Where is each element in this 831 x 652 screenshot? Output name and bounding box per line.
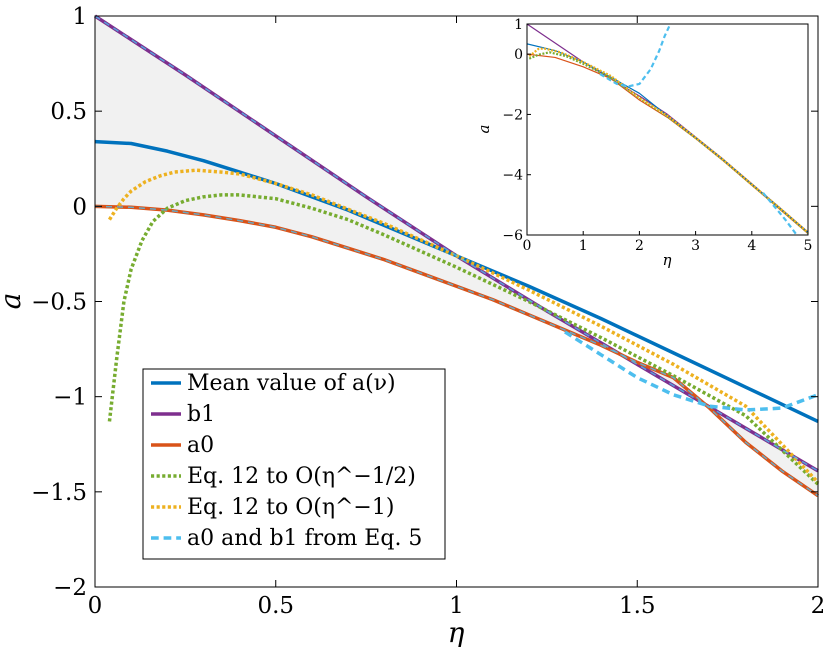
inset-frame bbox=[526, 23, 809, 236]
inset-y-axis-title: a bbox=[475, 125, 493, 134]
x-tick-label: 1.5 bbox=[619, 593, 656, 619]
legend-label: b1 bbox=[187, 402, 215, 427]
y-axis-title: a bbox=[0, 293, 27, 310]
legend-label: a0 and b1 from Eq. 5 bbox=[187, 526, 422, 551]
series-line-eq5 bbox=[564, 330, 819, 412]
inset-x-tick-label: 3 bbox=[691, 238, 700, 254]
y-tick-label: 0.5 bbox=[50, 99, 87, 125]
inset-x-tick-label: 1 bbox=[579, 238, 588, 254]
inset-y-tick-label: −6 bbox=[502, 228, 523, 244]
inset-chart: 0 1 2 3 4 5 0 −2 −4 −6 1 η a bbox=[475, 17, 812, 269]
inset-y-tick-label: 1 bbox=[514, 17, 523, 33]
series-line-eq12_one bbox=[107, 168, 820, 484]
series-line-mean bbox=[94, 139, 819, 423]
y-tick-label: 0 bbox=[72, 194, 87, 220]
legend-label: a0 bbox=[187, 433, 214, 458]
inset-y-tick-label: −2 bbox=[502, 107, 523, 123]
inset-series-line-a0 bbox=[527, 53, 808, 234]
inset-y-tick-label: 0 bbox=[514, 47, 523, 63]
x-tick-label: 1 bbox=[449, 593, 464, 619]
inset-series-group bbox=[527, 24, 808, 235]
inset-x-tick-label: 4 bbox=[747, 238, 756, 254]
x-axis-title: η bbox=[448, 616, 465, 647]
legend-box bbox=[142, 368, 446, 560]
y-tick-label: 1 bbox=[72, 4, 87, 30]
legend-label: Eq. 12 to O(η^−1) bbox=[187, 495, 394, 520]
x-tick-label: 0 bbox=[88, 593, 103, 619]
x-tick-label: 0.5 bbox=[257, 593, 294, 619]
series-overlay-b1 bbox=[94, 15, 819, 472]
x-tick-label: 2 bbox=[811, 593, 826, 619]
inset-series-line-eq12_one bbox=[528, 47, 808, 234]
y-tick-label: −0.5 bbox=[31, 290, 87, 316]
series-overlay-a0 bbox=[94, 205, 819, 497]
y-tick-label: −1 bbox=[53, 385, 87, 411]
series-line-eq12_half bbox=[107, 193, 820, 486]
inset-x-tick-label: 2 bbox=[635, 238, 644, 254]
inset-x-tick-label: 5 bbox=[804, 238, 813, 254]
inset-y-tick-label: −4 bbox=[502, 168, 523, 184]
inset-series-line-eq5_low bbox=[762, 192, 798, 235]
main-series-group bbox=[94, 14, 820, 498]
legend: Mean value of a(ν) b1 a0 Eq. 12 to O(η^−1/2… bbox=[142, 368, 446, 560]
inset-series-line-eq5 bbox=[599, 24, 672, 88]
y-tick-label: −2 bbox=[53, 575, 87, 601]
main-ticks: 0 0.5 1 1.5 2 1 0.5 0 −0.5 −1 −1.5 −2 bbox=[31, 4, 825, 619]
legend-label: Mean value of a(ν) bbox=[187, 371, 396, 396]
inset-x-tick-label: 0 bbox=[523, 238, 532, 254]
inset-x-axis-title: η bbox=[663, 251, 672, 269]
inset-ticks: 0 1 2 3 4 5 0 −2 −4 −6 1 bbox=[502, 17, 812, 254]
legend-label: Eq. 12 to O(η^−1/2) bbox=[187, 464, 416, 489]
y-tick-label: −1.5 bbox=[31, 480, 87, 506]
